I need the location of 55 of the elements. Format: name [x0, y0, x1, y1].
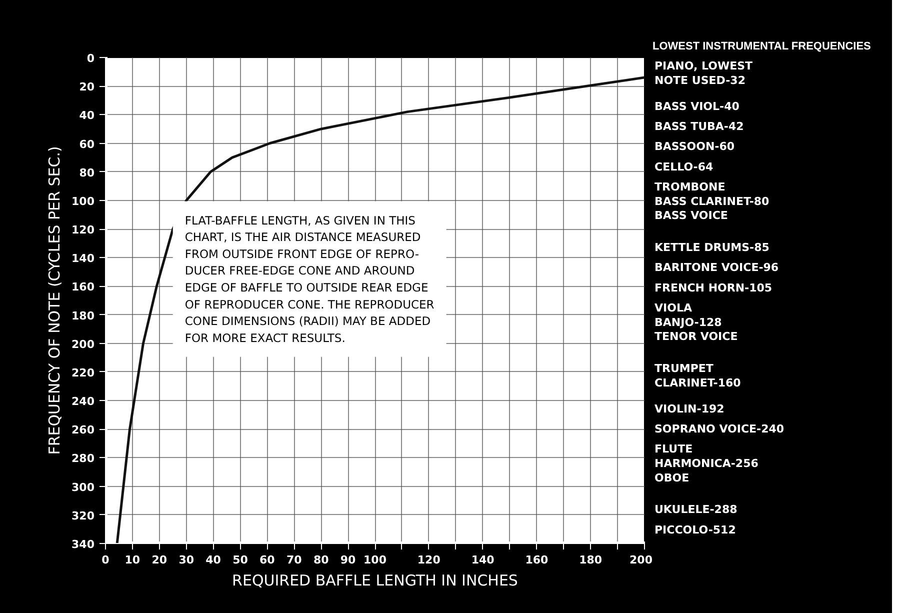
- x-tick-label: 60: [260, 554, 276, 566]
- y-tick-label: 20: [79, 80, 95, 94]
- y-tick-label: 300: [72, 480, 95, 494]
- text: TROMBONE BASS CLARINET-80 BASS VOICE: [654, 180, 770, 222]
- x-tick-label: 30: [178, 554, 194, 566]
- y-axis-title: FREQUENCY OF NOTE (CYCLES PER SEC.): [46, 146, 64, 455]
- text: VIOLA BANJO-128 TENOR VOICE: [654, 302, 738, 344]
- x-tick-label: 100: [364, 554, 387, 566]
- text: CELLO-64: [654, 160, 714, 174]
- text: UKULELE-288: [654, 503, 738, 516]
- y-tick-label: 60: [79, 138, 95, 151]
- y-tick-label: 320: [72, 509, 95, 522]
- x-tick-label: 200: [630, 554, 653, 566]
- y-tick-label: 40: [79, 109, 95, 122]
- annotation: FLAT-BAFFLE LENGTH, AS GIVEN IN THIS CHART, IS THE AIR DISTANCE MEASURED FROM OUTSIDE FRONT EDGE OF REPRO- DUCER FREE-EDGE CONE AND AROUND EDGE OF BAFFLE TO OUTSIDE REAR EDGE OF REPRODUCER CONE. THE REPRODUCER CONE DIMENSIONS (RADII) MAY BE ADDED FOR MORE EXACT RESULTS.: [184, 213, 434, 345]
- x-tick-label: 160: [525, 554, 549, 566]
- x-tick-label: 20: [152, 554, 168, 566]
- y-tick-label: 0: [86, 52, 95, 65]
- x-tick-label: 40: [206, 554, 222, 566]
- y-tick-label: 80: [79, 166, 95, 180]
- y-tick-label: 140: [72, 252, 95, 266]
- line-series: [116, 76, 644, 544]
- text: FRENCH HORN-105: [654, 281, 772, 294]
- text: KETTLE DRUMS-85: [654, 241, 770, 254]
- x-tick-label: 140: [471, 554, 495, 566]
- y-tick-label: 220: [72, 366, 95, 380]
- y-tick-label: 160: [72, 280, 95, 294]
- y-tick-label: 200: [72, 338, 95, 351]
- text: BASS VIOL-40: [654, 100, 740, 113]
- text: BASS TUBA-42: [654, 120, 744, 133]
- x-tick-label: 70: [286, 554, 302, 566]
- text: SOPRANO VOICE-240: [654, 422, 784, 436]
- text: BARITONE VOICE-96: [654, 261, 779, 274]
- x-tick-label: 0: [102, 554, 110, 566]
- y-tick-label: 240: [72, 395, 95, 408]
- x-tick-label: 120: [417, 554, 441, 566]
- text: PICCOLO-512: [654, 523, 736, 536]
- y-tick-label: 100: [72, 194, 95, 208]
- text: PIANO, LOWEST NOTE USED-32: [654, 60, 754, 87]
- y-tick-label: 340: [72, 538, 95, 551]
- y-tick-label: 280: [72, 452, 95, 466]
- x-tick-label: 90: [340, 554, 356, 566]
- y-tick-label: 120: [72, 224, 95, 237]
- x-tick-label: 80: [313, 554, 330, 566]
- text: FLUTE HARMONICA-256 OBOE: [654, 442, 759, 484]
- x-tick-label: 180: [579, 554, 602, 566]
- text: BASSOON-60: [654, 140, 735, 154]
- y-tick-label: 180: [72, 309, 95, 322]
- text: LOWEST INSTRUMENTAL FREQUENCIES: [652, 40, 871, 52]
- x-tick-label: 10: [124, 554, 140, 566]
- text: VIOLIN-192: [654, 402, 724, 416]
- y-tick-label: 260: [72, 424, 95, 437]
- x-axis-title: REQUIRED BAFFLE LENGTH IN INCHES: [232, 572, 518, 590]
- text: TRUMPET CLARINET-160: [654, 362, 742, 390]
- x-tick-label: 50: [232, 554, 248, 566]
